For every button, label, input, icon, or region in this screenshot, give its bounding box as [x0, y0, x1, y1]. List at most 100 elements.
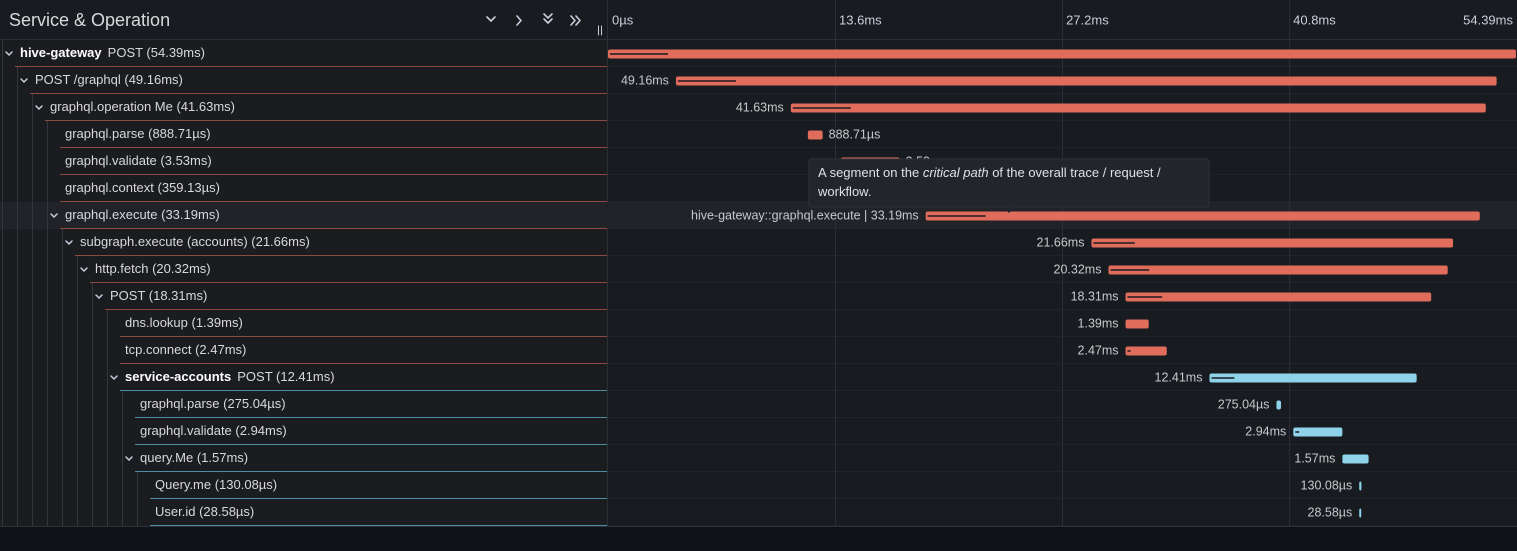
span-name[interactable]: graphql.parse (275.04µs): [140, 396, 286, 411]
span-bar[interactable]: [1209, 373, 1417, 383]
tooltip-arrow: [1003, 207, 1015, 213]
span-duration-label: 2.47ms: [1078, 343, 1119, 357]
collapse-all-button[interactable]: [543, 13, 553, 24]
span-name[interactable]: subgraph.execute (accounts) (21.66ms): [80, 234, 310, 249]
span-duration-label: 130.08µs: [1301, 478, 1353, 492]
span-bar[interactable]: [1359, 508, 1362, 518]
tick-label: 13.6ms: [839, 12, 882, 27]
span-duration-label: 20.32ms: [1054, 262, 1102, 276]
span-name[interactable]: http.fetch (20.32ms): [95, 261, 211, 276]
header-bar: [0, 0, 1517, 40]
expand-all-button[interactable]: [570, 15, 581, 26]
span-bar[interactable]: [1108, 265, 1448, 275]
span-name[interactable]: graphql.context (359.13µs): [65, 180, 220, 195]
span-duration-label: 275.04µs: [1218, 397, 1270, 411]
toggle-chevron[interactable]: [95, 294, 103, 300]
service-name: hive-gateway: [20, 45, 102, 60]
span-name[interactable]: graphql.parse (888.71µs): [65, 126, 211, 141]
operation-name: Query.me (130.08µs): [155, 477, 277, 492]
span-bar[interactable]: [1091, 238, 1454, 248]
span-duration-label: 49.16ms: [621, 73, 669, 87]
span-bar[interactable]: [807, 130, 823, 140]
span-duration-label: 21.66ms: [1037, 235, 1085, 249]
operation-name: graphql.validate (2.94ms): [140, 423, 287, 438]
span-duration-label: 1.39ms: [1078, 316, 1119, 330]
span-bar[interactable]: [1125, 292, 1432, 302]
grid: [835, 0, 1291, 526]
span-bar[interactable]: [1125, 319, 1149, 329]
tooltip-text: A segment on the critical path of the ov…: [818, 163, 1203, 201]
span-name[interactable]: hive-gateway POST (54.39ms): [20, 45, 205, 60]
operation-name: graphql.parse (888.71µs): [65, 126, 211, 141]
operation-name: graphql.validate (3.53ms): [65, 153, 212, 168]
operation-name: tcp.connect (2.47ms): [125, 342, 246, 357]
tooltip-body: A segment on the critical path of the ov…: [818, 163, 1203, 201]
span-bar[interactable]: [1342, 454, 1369, 464]
span-duration-label: 2.94ms: [1245, 424, 1286, 438]
service-name: service-accounts: [125, 369, 231, 384]
span-name[interactable]: graphql.validate (3.53ms): [65, 153, 212, 168]
span-bar[interactable]: [925, 211, 1480, 221]
tooltip-emphasis: critical path: [922, 165, 989, 180]
span-duration-label: hive-gateway::graphql.execute | 33.19ms: [691, 208, 919, 222]
span-duration-label: 41.63ms: [736, 100, 784, 114]
operation-name: POST (54.39ms): [108, 45, 205, 60]
span-name[interactable]: graphql.execute (33.19ms): [65, 207, 220, 222]
operation-name: POST /graphql (49.16ms): [35, 72, 183, 87]
operation-name: graphql.execute (33.19ms): [65, 207, 220, 222]
operation-name: User.id (28.58µs): [155, 504, 254, 519]
operation-name: query.Me (1.57ms): [140, 450, 248, 465]
column-title: Service & Operation: [9, 10, 170, 30]
toggle-chevron[interactable]: [35, 105, 43, 111]
tick-label: 27.2ms: [1066, 12, 1109, 27]
span-name[interactable]: tcp.connect (2.47ms): [125, 342, 246, 357]
span-duration-label: 888.71µs: [829, 127, 881, 141]
operation-name: graphql.context (359.13µs): [65, 180, 220, 195]
span-duration-label: 12.41ms: [1155, 370, 1203, 384]
span-bar[interactable]: [1125, 346, 1167, 356]
span-name[interactable]: query.Me (1.57ms): [140, 450, 248, 465]
span-bar[interactable]: [1293, 427, 1343, 437]
resize-handle[interactable]: [598, 25, 602, 36]
span-name[interactable]: Query.me (130.08µs): [155, 477, 277, 492]
tooltip-before: A segment on the: [818, 165, 920, 180]
tooltip-after: of the overall trace / request / workflo…: [818, 165, 1161, 199]
toggle-chevron[interactable]: [125, 456, 133, 462]
span-bar[interactable]: [790, 103, 1486, 113]
toggle-chevron[interactable]: [20, 78, 28, 84]
toggle-chevron[interactable]: [65, 240, 73, 246]
operation-name: POST (18.31ms): [110, 288, 207, 303]
tick-label: 54.39ms: [1463, 12, 1513, 27]
operation-name: graphql.operation Me (41.63ms): [50, 99, 235, 114]
span-bar[interactable]: [608, 49, 1516, 59]
span-name[interactable]: graphql.operation Me (41.63ms): [50, 99, 235, 114]
operation-name: POST (12.41ms): [237, 369, 334, 384]
expand-one-button[interactable]: [516, 15, 522, 26]
span-name[interactable]: dns.lookup (1.39ms): [125, 315, 243, 330]
span-duration-label: 28.58µs: [1308, 505, 1353, 519]
toggle-chevron[interactable]: [50, 213, 58, 219]
span-name[interactable]: POST /graphql (49.16ms): [35, 72, 183, 87]
bars: 49.16ms41.63ms888.71µs3.53ms359.13µshive…: [608, 49, 1516, 519]
operation-name: dns.lookup (1.39ms): [125, 315, 243, 330]
tick-label: 40.8ms: [1293, 12, 1336, 27]
tick-label: 0µs: [612, 12, 634, 27]
span-bar[interactable]: [675, 76, 1497, 86]
span-name[interactable]: service-accounts POST (12.41ms): [125, 369, 335, 384]
span-bar[interactable]: [1276, 400, 1282, 410]
toggle-chevron[interactable]: [5, 51, 13, 57]
operation-name: http.fetch (20.32ms): [95, 261, 211, 276]
toggle-chevron[interactable]: [110, 375, 118, 381]
span-name[interactable]: graphql.validate (2.94ms): [140, 423, 287, 438]
tooltip: A segment on the critical path of the ov…: [808, 158, 1210, 213]
operation-name: graphql.parse (275.04µs): [140, 396, 286, 411]
operation-name: subgraph.execute (accounts) (21.66ms): [80, 234, 310, 249]
span-duration-label: 1.57ms: [1294, 451, 1335, 465]
collapse-one-button[interactable]: [486, 16, 496, 22]
span-bar[interactable]: [1359, 481, 1362, 491]
span-duration-label: 18.31ms: [1071, 289, 1119, 303]
toggle-chevron[interactable]: [80, 267, 88, 273]
span-name[interactable]: POST (18.31ms): [110, 288, 207, 303]
span-name[interactable]: User.id (28.58µs): [155, 504, 254, 519]
